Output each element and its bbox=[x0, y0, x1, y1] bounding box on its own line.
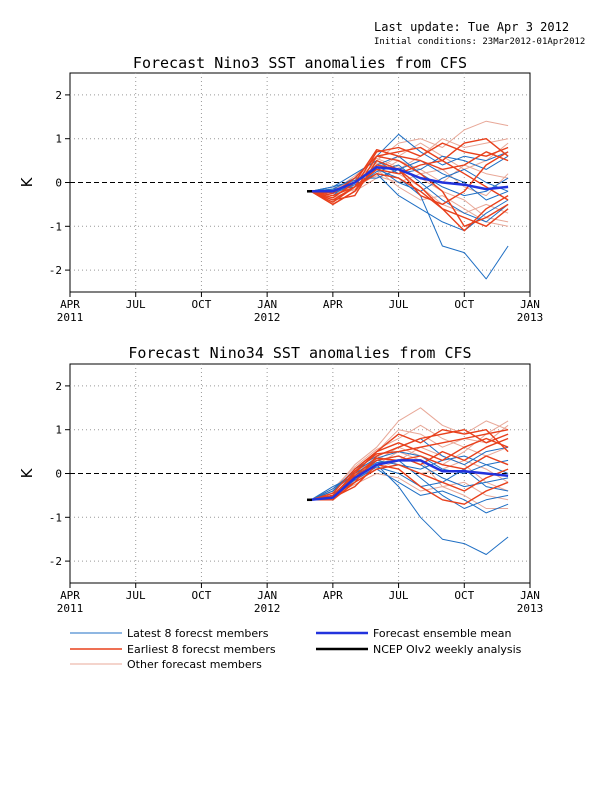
series-earliest-line bbox=[310, 429, 509, 501]
series-mean-line bbox=[311, 165, 509, 193]
series-other-line bbox=[311, 168, 509, 227]
x-tick-label: JUL bbox=[389, 589, 409, 602]
series-earliest-line bbox=[310, 429, 509, 501]
series-earliest-line bbox=[310, 464, 509, 505]
x-tick-year-label: 2013 bbox=[517, 311, 544, 324]
series-earliest-line bbox=[310, 172, 509, 228]
legend-latest-label: Latest 8 forecst members bbox=[127, 627, 269, 640]
last-update-text: Last update: Tue Apr 3 2012 bbox=[374, 20, 570, 34]
x-tick-year-label: 2013 bbox=[517, 602, 544, 615]
x-tick-label: APR bbox=[323, 589, 343, 602]
series-earliest-line bbox=[310, 142, 509, 203]
series-earliest-line bbox=[310, 159, 509, 201]
x-tick-label: JUL bbox=[126, 298, 146, 311]
legend-earliest-label: Earliest 8 forecst members bbox=[127, 643, 276, 656]
x-tick-year-label: 2012 bbox=[254, 311, 281, 324]
x-tick-label: JAN bbox=[520, 589, 540, 602]
y-axis-label: K bbox=[18, 467, 36, 478]
series-mean-line bbox=[310, 459, 509, 502]
y-tick-label: -1 bbox=[49, 220, 62, 233]
legend-analysis-label: NCEP OIv2 weekly analysis bbox=[373, 643, 522, 656]
y-tick-label: -1 bbox=[49, 511, 62, 524]
x-tick-year-label: 2011 bbox=[57, 602, 84, 615]
x-tick-label: JAN bbox=[520, 298, 540, 311]
x-tick-label: JAN bbox=[257, 589, 277, 602]
legend: Latest 8 forecst members Earliest 8 fore… bbox=[70, 627, 522, 671]
series-other-line bbox=[310, 424, 509, 501]
nino3-panel: Forecast Nino3 SST anomalies from CFS APR… bbox=[18, 54, 543, 324]
y-tick-label: 0 bbox=[55, 177, 62, 190]
y-tick-label: 0 bbox=[55, 468, 62, 481]
x-tick-label: OCT bbox=[191, 298, 211, 311]
x-tick-label: JUL bbox=[389, 298, 409, 311]
series-earliest-line bbox=[310, 455, 509, 501]
x-tick-label: JUL bbox=[126, 589, 146, 602]
x-tick-year-label: 2012 bbox=[254, 602, 281, 615]
x-tick-year-label: 2011 bbox=[57, 311, 84, 324]
x-tick-label: APR bbox=[323, 298, 343, 311]
legend-other-label: Other forecast members bbox=[127, 658, 262, 671]
series-earliest-line bbox=[310, 151, 509, 206]
x-tick-label: APR bbox=[60, 298, 80, 311]
y-tick-label: 2 bbox=[55, 89, 62, 102]
x-tick-label: APR bbox=[60, 589, 80, 602]
y-tick-label: 2 bbox=[55, 380, 62, 393]
x-tick-label: OCT bbox=[454, 298, 474, 311]
y-tick-label: -2 bbox=[49, 264, 62, 277]
x-tick-label: OCT bbox=[454, 589, 474, 602]
nino34-panel: Forecast Nino34 SST anomalies from CFS AP… bbox=[18, 344, 543, 615]
chart-title: Forecast Nino34 SST anomalies from CFS bbox=[128, 344, 471, 362]
series-other-line bbox=[310, 473, 509, 501]
chart-title: Forecast Nino3 SST anomalies from CFS bbox=[133, 54, 467, 72]
legend-mean-label: Forecast ensemble mean bbox=[373, 627, 512, 640]
y-tick-label: 1 bbox=[55, 424, 62, 437]
y-tick-label: -2 bbox=[49, 555, 62, 568]
x-tick-label: OCT bbox=[191, 589, 211, 602]
initial-conditions-text: Initial conditions: 23Mar2012-01Apr2012 bbox=[374, 37, 586, 47]
y-tick-label: 1 bbox=[55, 133, 62, 146]
series-latest-line bbox=[310, 155, 509, 192]
y-axis-label: K bbox=[18, 176, 36, 187]
series-earliest-line bbox=[310, 148, 509, 199]
x-tick-label: JAN bbox=[257, 298, 277, 311]
